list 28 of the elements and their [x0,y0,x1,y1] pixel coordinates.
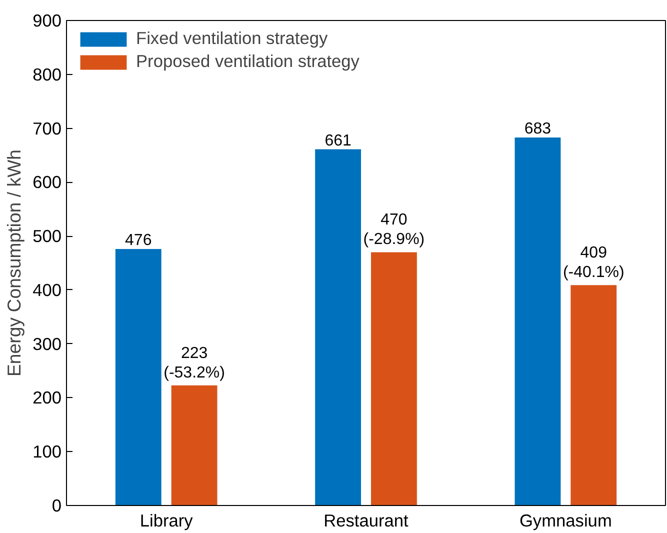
bar [315,149,362,506]
data-label: 683 [524,120,552,138]
x-tick-label: Gymnasium [519,510,612,530]
data-label: 223 (-53.2%) [164,344,225,382]
bar [171,385,218,506]
y-tick-label: 700 [32,118,62,138]
bar [370,252,417,506]
x-tick-label: Restaurant [324,510,409,530]
y-tick-label: 800 [32,64,62,84]
y-tick-label: 600 [32,172,62,192]
bar [570,285,617,506]
bar [514,137,561,506]
y-tick-label: 300 [32,334,62,354]
data-label: 661 [324,132,352,150]
data-label: 409 (-40.1%) [562,244,624,282]
x-tick-label: Library [140,510,194,530]
y-tick-label: 100 [32,442,62,462]
y-tick-label: 200 [32,388,62,408]
y-axis-title: Energy Consumption / kWh [4,149,25,377]
legend-label: Proposed ventilation strategy [136,51,360,72]
data-label: 476 [125,232,152,249]
y-tick-label: 0 [52,496,62,516]
bar [115,248,162,506]
y-tick-label: 900 [32,10,62,30]
legend-label: Fixed ventilation strategy [136,28,328,49]
y-tick-label: 500 [32,226,62,246]
y-tick-label: 400 [32,280,62,300]
data-label: 470 (-28.9%) [363,212,425,248]
